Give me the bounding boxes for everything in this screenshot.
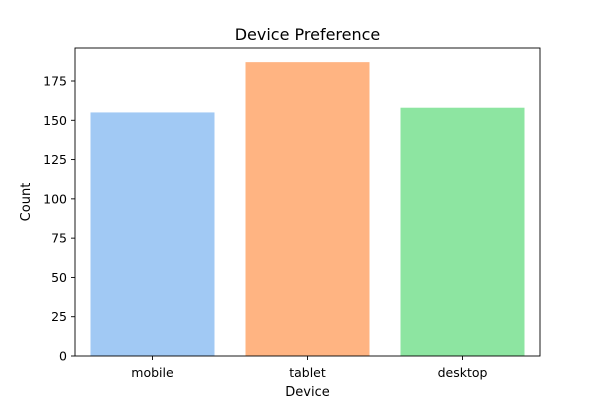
bar-mobile <box>90 112 215 356</box>
y-tick-label-150: 150 <box>43 113 67 128</box>
y-axis-label: Count <box>19 183 34 222</box>
y-tick-label-50: 50 <box>51 270 67 285</box>
chart-title: Device Preference <box>235 25 381 44</box>
y-tick-label-125: 125 <box>43 152 67 167</box>
y-tick-label-25: 25 <box>51 309 67 324</box>
x-tick-label-mobile: mobile <box>131 365 174 380</box>
y-axis: 0 25 50 75 100 125 150 175 <box>43 74 75 364</box>
bar-tablet <box>245 62 370 357</box>
x-tick-label-tablet: tablet <box>289 365 326 380</box>
y-tick-label-175: 175 <box>43 74 67 89</box>
y-tick-label-100: 100 <box>43 191 67 206</box>
y-tick-label-75: 75 <box>51 231 67 246</box>
x-tick-label-desktop: desktop <box>438 365 488 380</box>
plot-frame <box>74 47 541 357</box>
bars-group <box>90 62 525 357</box>
x-axis: mobile tablet desktop <box>131 356 487 380</box>
y-tick-label-0: 0 <box>59 349 67 364</box>
x-axis-label: Device <box>285 385 329 400</box>
bar-desktop <box>400 107 525 356</box>
